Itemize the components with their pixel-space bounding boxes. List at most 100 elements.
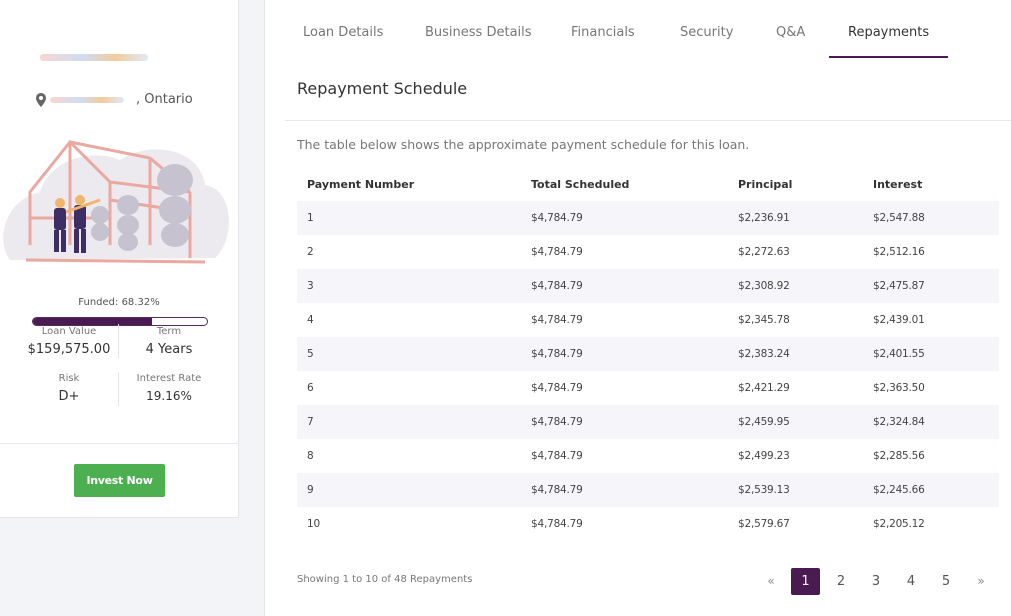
cell-interest: $2,439.01: [873, 314, 925, 326]
cell-total-scheduled: $4,784.79: [531, 484, 583, 496]
cell-interest: $2,547.88: [873, 212, 925, 224]
cell-interest: $2,363.50: [873, 382, 925, 394]
cell-total-scheduled: $4,784.79: [531, 416, 583, 428]
pagination-page-3[interactable]: 3: [871, 574, 881, 589]
cell-principal: $2,539.13: [738, 484, 790, 496]
risk-label: Risk: [58, 373, 80, 384]
cell-principal: $2,579.67: [738, 518, 790, 530]
pagination-summary: Showing 1 to 10 of 48 Repayments: [297, 574, 473, 585]
loan-detail-panel: Loan Details Business Details Financials…: [264, 0, 1011, 616]
column-header-interest[interactable]: Interest: [873, 178, 923, 191]
term-stat: Term 4 Years: [120, 326, 218, 357]
cell-payment-number: 10: [307, 518, 320, 530]
cell-total-scheduled: $4,784.79: [531, 382, 583, 394]
cell-principal: $2,236.91: [738, 212, 790, 224]
redacted-project-name: [40, 54, 148, 61]
loan-value: $159,575.00: [27, 342, 111, 357]
loan-value-stat: Loan Value $159,575.00: [20, 326, 118, 357]
cell-interest: $2,401.55: [873, 348, 925, 360]
column-header-payment-number[interactable]: Payment Number: [307, 178, 415, 191]
interest-rate-stat: Interest Rate 19.16%: [120, 373, 218, 403]
tab-security[interactable]: Security: [680, 25, 734, 40]
pagination-page-4[interactable]: 4: [906, 574, 916, 589]
cell-payment-number: 3: [307, 280, 314, 292]
redacted-city: [50, 97, 124, 103]
cell-total-scheduled: $4,784.79: [531, 518, 583, 530]
funding-progress-fill: [33, 318, 152, 325]
tab-financials[interactable]: Financials: [571, 25, 635, 40]
cell-total-scheduled: $4,784.79: [531, 348, 583, 360]
invest-now-button[interactable]: Invest Now: [74, 464, 165, 497]
cell-total-scheduled: $4,784.79: [531, 314, 583, 326]
project-summary-card: , Ontario Fu: [0, 20, 239, 518]
location-province: , Ontario: [136, 92, 193, 107]
table-row: 6 $4,784.79 $2,421.29 $2,363.50: [297, 371, 999, 405]
cell-principal: $2,499.23: [738, 450, 790, 462]
funded-percentage: Funded: 68.32%: [78, 297, 160, 308]
loan-value-label: Loan Value: [41, 326, 97, 337]
cell-interest: $2,324.84: [873, 416, 925, 428]
cell-payment-number: 7: [307, 416, 314, 428]
risk-stat: Risk D+: [20, 373, 118, 404]
location-pin-icon: [36, 93, 46, 107]
stat-divider: [118, 372, 119, 406]
section-divider: [285, 120, 1011, 121]
cell-interest: $2,512.16: [873, 246, 925, 258]
table-row: 7 $4,784.79 $2,459.95 $2,324.84: [297, 405, 999, 439]
column-header-principal[interactable]: Principal: [738, 178, 793, 191]
schedule-description: The table below shows the approximate pa…: [297, 137, 750, 152]
table-row: 9 $4,784.79 $2,539.13 $2,245.66: [297, 473, 999, 507]
pagination-page-1[interactable]: 1: [791, 568, 820, 595]
term-label: Term: [156, 326, 182, 337]
funding-progress-bar: [32, 317, 208, 326]
pagination-prev[interactable]: «: [767, 574, 775, 588]
house-construction-illustration: [3, 139, 229, 264]
active-tab-indicator: [829, 56, 948, 58]
column-header-total-scheduled[interactable]: Total Scheduled: [531, 178, 630, 191]
table-row: 8 $4,784.79 $2,499.23 $2,285.56: [297, 439, 999, 473]
cell-total-scheduled: $4,784.79: [531, 212, 583, 224]
card-divider: [0, 443, 238, 444]
cell-payment-number: 8: [307, 450, 314, 462]
table-header: Payment Number Total Scheduled Principal…: [297, 170, 999, 200]
cell-payment-number: 6: [307, 382, 314, 394]
table-row: 10 $4,784.79 $2,579.67 $2,205.12: [297, 507, 999, 541]
cell-interest: $2,475.87: [873, 280, 925, 292]
tab-business-details[interactable]: Business Details: [425, 25, 532, 40]
risk-value: D+: [58, 389, 80, 404]
cell-payment-number: 5: [307, 348, 314, 360]
table-row: 1 $4,784.79 $2,236.91 $2,547.88: [297, 201, 999, 235]
project-location: , Ontario: [36, 92, 196, 110]
cell-payment-number: 9: [307, 484, 314, 496]
tab-loan-details[interactable]: Loan Details: [303, 25, 384, 40]
table-row: 4 $4,784.79 $2,345.78 $2,439.01: [297, 303, 999, 337]
cell-principal: $2,383.24: [738, 348, 790, 360]
pagination-page-2[interactable]: 2: [836, 574, 846, 589]
tab-qa[interactable]: Q&A: [776, 25, 806, 40]
cell-payment-number: 2: [307, 246, 314, 258]
interest-rate-label: Interest Rate: [136, 373, 202, 384]
stat-divider: [118, 324, 119, 358]
tab-repayments[interactable]: Repayments: [848, 25, 930, 40]
cell-interest: $2,205.12: [873, 518, 925, 530]
pagination-next[interactable]: »: [977, 574, 985, 588]
cell-total-scheduled: $4,784.79: [531, 280, 583, 292]
cell-principal: $2,308.92: [738, 280, 790, 292]
pagination-page-5[interactable]: 5: [941, 574, 951, 589]
left-panel-top: [0, 0, 239, 20]
table-row: 2 $4,784.79 $2,272.63 $2,512.16: [297, 235, 999, 269]
section-title: Repayment Schedule: [297, 79, 468, 98]
cell-interest: $2,245.66: [873, 484, 925, 496]
interest-rate-value: 19.16%: [146, 389, 192, 403]
cell-interest: $2,285.56: [873, 450, 925, 462]
cell-principal: $2,345.78: [738, 314, 790, 326]
cell-principal: $2,421.29: [738, 382, 790, 394]
cell-principal: $2,272.63: [738, 246, 790, 258]
cell-total-scheduled: $4,784.79: [531, 246, 583, 258]
cell-principal: $2,459.95: [738, 416, 790, 428]
table-row: 3 $4,784.79 $2,308.92 $2,475.87: [297, 269, 999, 303]
cell-payment-number: 1: [307, 212, 314, 224]
term-value: 4 Years: [145, 342, 193, 357]
cell-payment-number: 4: [307, 314, 314, 326]
table-row: 5 $4,784.79 $2,383.24 $2,401.55: [297, 337, 999, 371]
